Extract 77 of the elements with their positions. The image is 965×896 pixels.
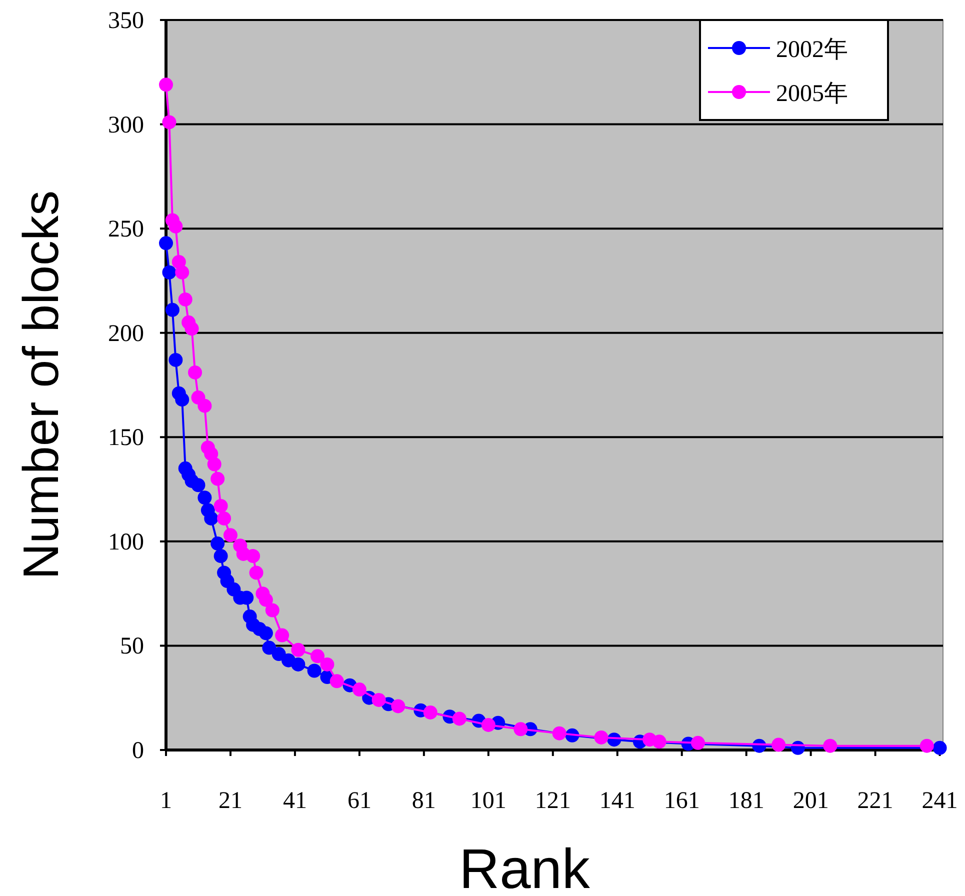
x-tick-label: 21	[218, 788, 242, 814]
point	[391, 699, 406, 714]
x-tick-label: 121	[534, 788, 571, 814]
x-tick-label: 141	[599, 788, 636, 814]
point	[159, 236, 173, 250]
y-tick-label: 250	[108, 216, 144, 243]
point	[652, 734, 666, 749]
legend-label: 2002年	[776, 37, 848, 63]
x-tick-label: 81	[412, 788, 436, 814]
point	[246, 549, 260, 564]
point	[594, 730, 608, 744]
point	[198, 490, 212, 505]
y-tick-label: 150	[108, 425, 144, 452]
point	[352, 682, 366, 697]
point	[210, 536, 225, 551]
point	[184, 322, 199, 336]
point	[330, 674, 344, 688]
point	[214, 549, 228, 564]
point	[258, 626, 273, 640]
y-tick-label: 50	[120, 634, 144, 660]
point	[165, 302, 180, 317]
y-tick-label: 0	[132, 738, 144, 764]
point	[175, 265, 190, 280]
point	[214, 498, 228, 513]
x-tick-label: 1	[160, 788, 172, 814]
x-tick-label: 221	[857, 788, 894, 814]
point	[932, 740, 947, 755]
legend-label: 2005年	[776, 81, 848, 107]
point	[258, 592, 273, 607]
x-tick-label: 101	[470, 788, 506, 814]
y-tick-label: 300	[108, 112, 144, 138]
point	[481, 718, 496, 732]
point	[423, 705, 438, 720]
point	[162, 115, 176, 130]
point	[275, 628, 290, 642]
x-axis-title: Rank	[459, 837, 591, 896]
point	[514, 722, 528, 736]
point	[178, 292, 192, 306]
point	[249, 566, 264, 580]
x-tick-label: 201	[792, 788, 829, 814]
point	[772, 738, 786, 752]
point	[310, 649, 325, 664]
y-tick-label: 100	[108, 529, 144, 556]
x-tick-label: 241	[922, 788, 958, 814]
point	[223, 528, 238, 542]
point	[210, 472, 225, 486]
point	[207, 457, 222, 472]
point	[159, 78, 173, 92]
point	[262, 640, 276, 655]
y-tick-label: 350	[108, 8, 144, 34]
x-tick-label: 61	[347, 788, 372, 814]
point	[920, 738, 934, 753]
point	[265, 603, 280, 618]
point	[175, 392, 190, 407]
point	[272, 647, 286, 662]
point	[320, 657, 334, 672]
point	[168, 219, 183, 234]
point	[307, 664, 322, 678]
point	[198, 398, 212, 413]
point	[690, 736, 705, 750]
point	[188, 365, 202, 380]
point	[168, 352, 183, 367]
y-axis-title: Number of blocks	[13, 190, 69, 580]
point	[291, 642, 306, 657]
point	[552, 726, 566, 740]
x-tick-label: 161	[664, 788, 700, 814]
point	[204, 511, 218, 526]
x-tick-label: 181	[728, 788, 764, 814]
point	[217, 511, 232, 526]
x-tick-label: 41	[282, 788, 307, 814]
point	[372, 692, 386, 707]
point	[823, 738, 838, 753]
point	[291, 657, 306, 672]
y-tick-label: 200	[108, 320, 144, 347]
point	[452, 712, 466, 726]
point	[162, 265, 176, 280]
point	[191, 478, 206, 492]
